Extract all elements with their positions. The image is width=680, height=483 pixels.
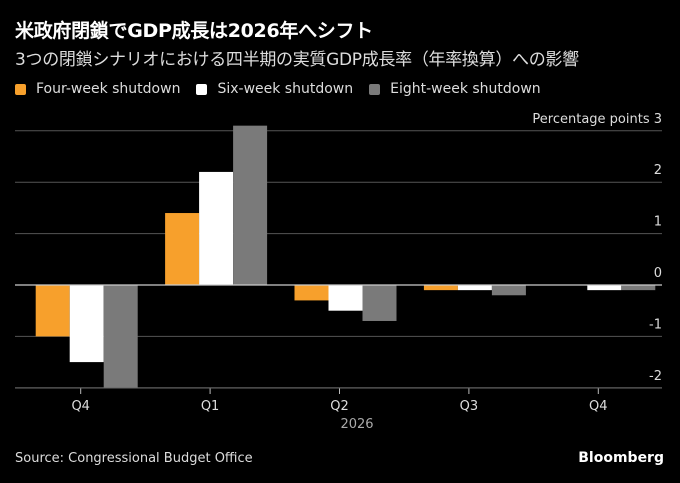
chart-subtitle: 3つの閉鎖シナリオにおける四半期の実質GDP成長率（年率換算）への影響: [15, 50, 579, 70]
x-tick-label: Q4: [71, 399, 90, 414]
bar-eight-week-shutdown: [233, 125, 268, 285]
y-tick-label: 0: [654, 266, 662, 281]
x-tick-label: Q3: [460, 399, 479, 414]
bar-eight-week-shutdown: [621, 285, 656, 291]
bloomberg-logo: Bloomberg: [578, 450, 664, 466]
bar-eight-week-shutdown: [491, 285, 526, 296]
year-label: 2026: [340, 417, 373, 432]
bar-eight-week-shutdown: [103, 285, 138, 388]
y-tick-label: Percentage points 3: [532, 112, 662, 127]
bar-six-week-shutdown: [587, 285, 622, 291]
legend-label: Six-week shutdown: [217, 81, 354, 97]
y-tick-label: -2: [649, 369, 662, 384]
bar-six-week-shutdown: [328, 285, 363, 311]
legend: Four-week shutdown Six-week shutdown Eig…: [15, 81, 557, 97]
legend-item-six-week: Six-week shutdown: [196, 81, 353, 97]
bar-six-week-shutdown: [199, 171, 234, 285]
legend-item-four-week: Four-week shutdown: [15, 81, 180, 97]
bar-four-week-shutdown: [35, 285, 70, 337]
x-tick-label: Q2: [330, 399, 349, 414]
x-tick-label: Q4: [589, 399, 608, 414]
source-note: Source: Congressional Budget Office: [15, 451, 253, 466]
bar-four-week-shutdown: [423, 285, 458, 291]
bar-eight-week-shutdown: [362, 285, 397, 321]
bar-four-week-shutdown: [165, 213, 200, 285]
chart-title: 米政府閉鎖でGDP成長は2026年へシフト: [15, 20, 373, 42]
y-tick-label: -1: [649, 317, 662, 332]
y-tick-label: 2: [654, 163, 662, 178]
legend-swatch-six-week: [196, 83, 208, 95]
legend-label: Four-week shutdown: [36, 81, 181, 97]
bar-six-week-shutdown: [69, 285, 104, 363]
legend-label: Eight-week shutdown: [390, 81, 541, 97]
legend-swatch-four-week: [15, 83, 26, 95]
bar-four-week-shutdown: [294, 285, 329, 301]
x-tick-label: Q1: [201, 399, 220, 414]
legend-item-eight-week: Eight-week shutdown: [369, 81, 541, 97]
bar-six-week-shutdown: [457, 285, 492, 291]
y-tick-label: 1: [654, 215, 662, 230]
legend-swatch-eight-week: [369, 83, 381, 95]
